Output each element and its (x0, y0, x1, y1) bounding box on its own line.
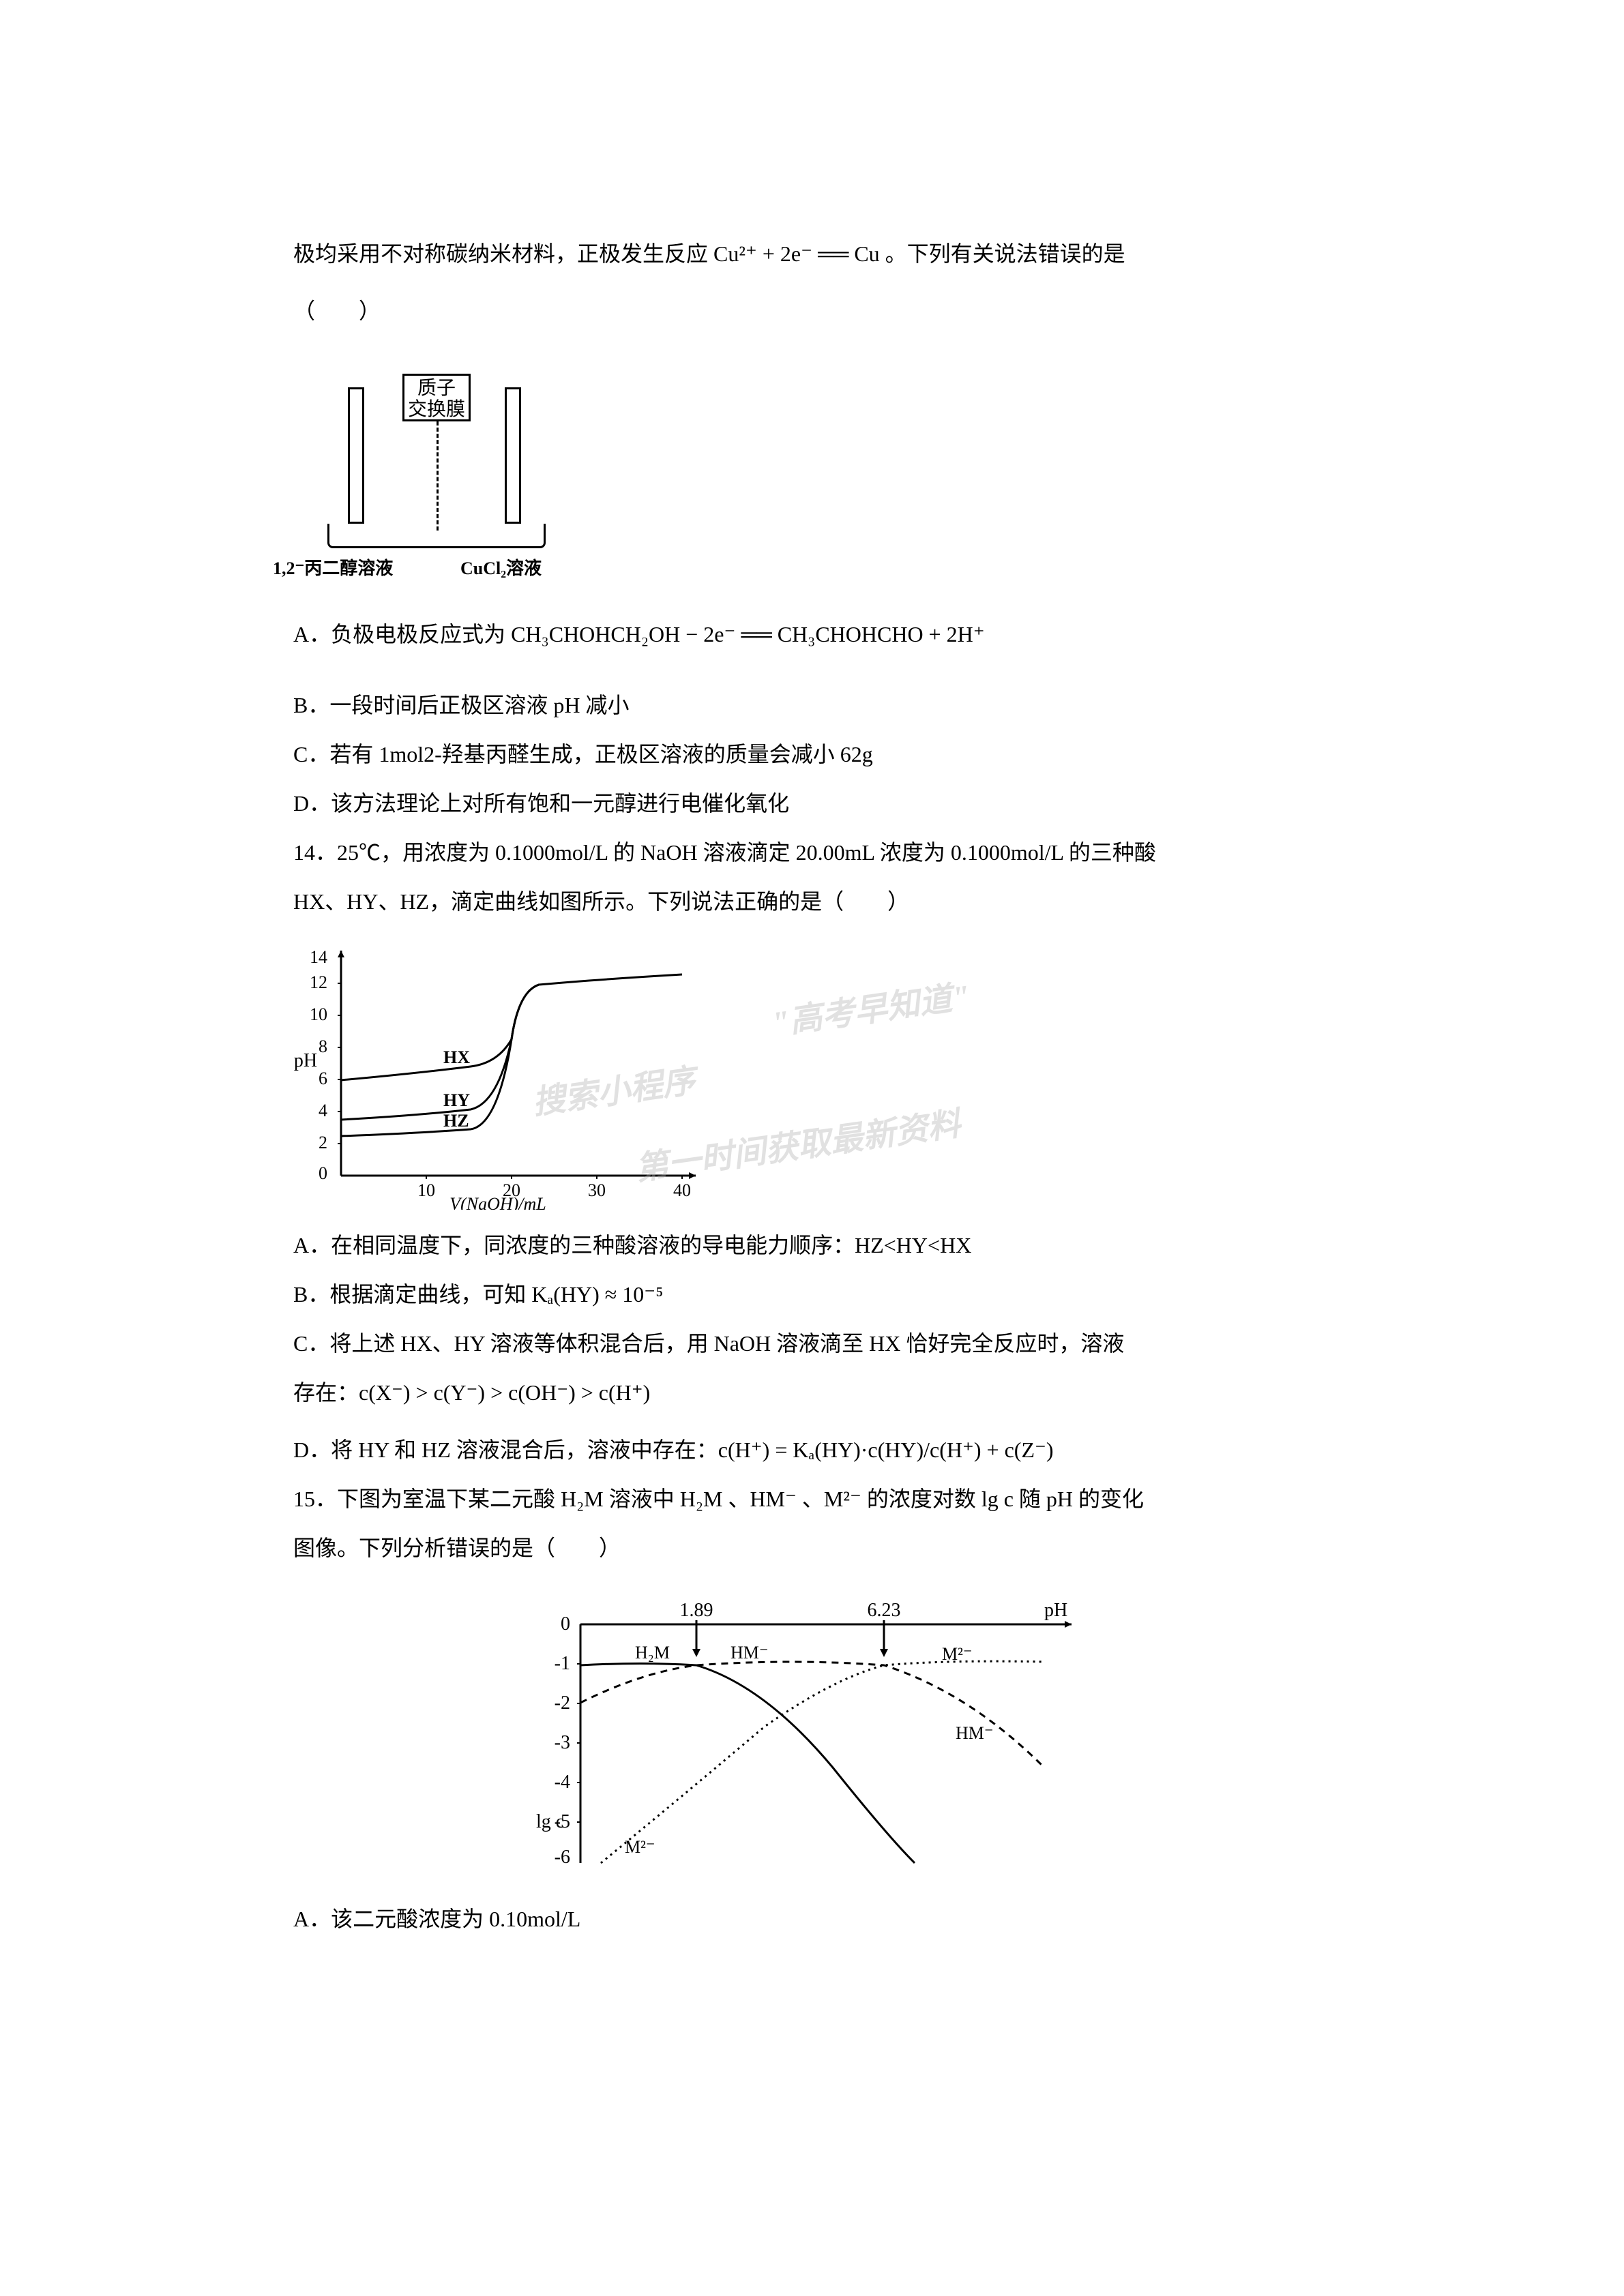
svg-text:14: 14 (310, 947, 327, 967)
svg-text:HM⁻: HM⁻ (730, 1643, 769, 1663)
q15-stem-1: 15．下图为室温下某二元酸 H₂M 溶液中 H₂M 、HM⁻ 、M²⁻ 的浓度对… (293, 1477, 1331, 1521)
svg-text:pH: pH (294, 1050, 317, 1071)
svg-text:4: 4 (319, 1101, 327, 1120)
svg-text:HX: HX (443, 1047, 470, 1067)
svg-text:-1: -1 (554, 1653, 570, 1674)
svg-text:0: 0 (561, 1613, 570, 1635)
q14-option-d: D．将 HY 和 HZ 溶液混合后，溶液中存在：c(H⁺) = Kₐ(HY)·c… (293, 1428, 1331, 1472)
lgc-ph-figure: 0 -1 -2 -3 -4 -5 -6 lg c pH 1.89 6.23 H₂… (293, 1583, 1331, 1883)
svg-text:30: 30 (588, 1180, 606, 1200)
svg-text:HM⁻: HM⁻ (956, 1723, 994, 1743)
q14-option-a: A．在相同温度下，同浓度的三种酸溶液的导电能力顺序：HZ<HY<HX (293, 1223, 1331, 1267)
svg-text:M²⁻: M²⁻ (942, 1644, 973, 1664)
svg-text:2: 2 (319, 1133, 327, 1152)
svg-text:10: 10 (417, 1180, 435, 1200)
q14-option-c1: C．将上述 HX、HY 溶液等体积混合后，用 NaOH 溶液滴至 HX 恰好完全… (293, 1322, 1331, 1365)
q13-option-c: C．若有 1mol2-羟基丙醛生成，正极区溶液的质量会减小 62g (293, 732, 1331, 776)
svg-text:0: 0 (319, 1163, 327, 1183)
svg-text:HZ: HZ (443, 1111, 469, 1131)
svg-text:10: 10 (310, 1004, 327, 1024)
q14-stem-1: 14．25℃，用浓度为 0.1000mol/L 的 NaOH 溶液滴定 20.0… (293, 831, 1331, 874)
svg-text:6.23: 6.23 (867, 1600, 900, 1621)
intro-blank: （ ） (293, 289, 1331, 333)
svg-text:-4: -4 (554, 1772, 570, 1793)
svg-text:HY: HY (443, 1090, 470, 1110)
solution-tray (327, 524, 546, 548)
q14-option-c2: 存在：c(X⁻) > c(Y⁻) > c(OH⁻) > c(H⁺) (293, 1371, 1331, 1414)
q14-option-b: B．根据滴定曲线，可知 Kₐ(HY) ≈ 10⁻⁵ (293, 1272, 1331, 1316)
svg-text:-6: -6 (554, 1847, 570, 1868)
left-electrode (348, 387, 364, 524)
q13-option-a: A．负极电极反应式为 CH₃CHOHCH₂OH − 2e⁻ ══ CH₃CHOH… (293, 612, 1331, 656)
svg-text:H₂M: H₂M (635, 1643, 670, 1663)
svg-text:lg c: lg c (536, 1811, 564, 1832)
svg-text:1.89: 1.89 (679, 1600, 713, 1621)
right-solution-label: CuCl₂溶液 (460, 551, 542, 586)
q15-stem-2: 图像。下列分析错误的是（ ） (293, 1526, 1331, 1570)
q13-option-d: D．该方法理论上对所有饱和一元醇进行电催化氧化 (293, 781, 1331, 825)
svg-text:-3: -3 (554, 1732, 570, 1753)
svg-text:-2: -2 (554, 1693, 570, 1714)
intro-line: 极均采用不对称碳纳米材料，正极发生反应 Cu²⁺ + 2e⁻ ══ Cu 。下列… (293, 232, 1331, 275)
membrane-line (437, 421, 439, 531)
svg-text:pH: pH (1044, 1600, 1067, 1621)
titration-figure: 0 2 4 6 8 10 12 14 10 20 30 40 pH V(NaOH… (293, 937, 1331, 1210)
left-solution-label: 1,2⁻丙二醇溶液 (273, 551, 393, 586)
electrolysis-figure: 质子交换膜 1,2⁻丙二醇溶液 CuCl₂溶液 (293, 346, 1331, 592)
q13-option-b: B．一段时间后正极区溶液 pH 减小 (293, 683, 1331, 727)
svg-text:40: 40 (673, 1180, 691, 1200)
svg-text:V(NaOH)/mL: V(NaOH)/mL (449, 1194, 546, 1210)
right-electrode (505, 387, 521, 524)
watermark-1: "高考早知道" (767, 964, 975, 1057)
q15-option-a: A．该二元酸浓度为 0.10mol/L (293, 1897, 1331, 1941)
svg-text:8: 8 (319, 1037, 327, 1056)
svg-text:12: 12 (310, 972, 327, 992)
svg-text:M²⁻: M²⁻ (625, 1837, 655, 1857)
svg-text:6: 6 (319, 1069, 327, 1088)
q14-stem-2: HX、HY、HZ，滴定曲线如图所示。下列说法正确的是（ ） (293, 880, 1331, 923)
membrane-label: 质子交换膜 (402, 374, 471, 421)
